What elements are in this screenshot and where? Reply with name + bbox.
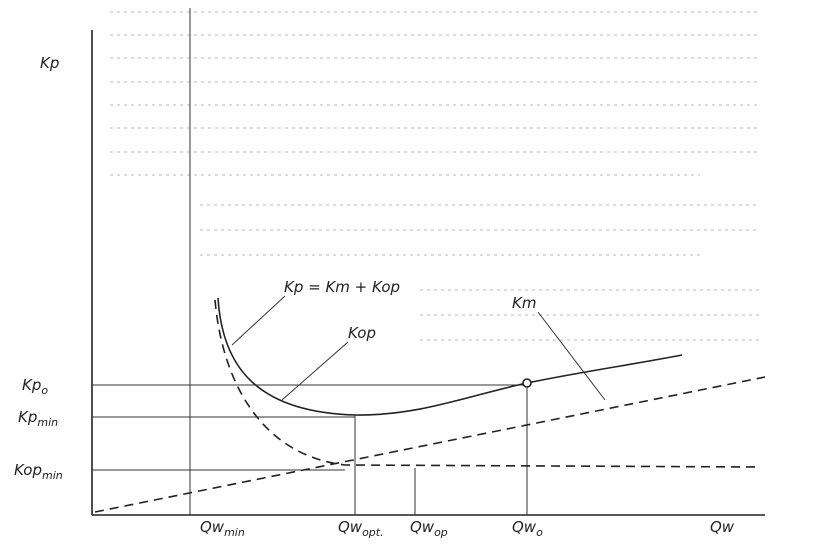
- leader-line: [231, 295, 286, 346]
- leader-line: [537, 311, 606, 401]
- kp-curve: [217, 297, 683, 416]
- x-axis-label: Qw: [710, 518, 735, 536]
- km-line: [94, 376, 766, 513]
- y-mark-label: Kpmin: [18, 408, 58, 429]
- curve-label: Km: [512, 294, 536, 312]
- y-mark-label: Kpo: [22, 376, 48, 397]
- x-mark-label: Qwopt.: [338, 518, 384, 539]
- bleed-through-text: [110, 11, 760, 341]
- curve-label: Kp = Km + Kop: [284, 278, 400, 296]
- x-mark-label: Qwmin: [200, 518, 245, 539]
- point: [522, 378, 532, 388]
- x-mark-label: Qwo: [512, 518, 543, 539]
- leader-line: [281, 341, 349, 401]
- y-axis-label: Kp: [40, 54, 59, 72]
- curve-label: Kop: [348, 324, 376, 342]
- y-mark-label: Kopmin: [14, 461, 63, 482]
- kop-curve: [214, 299, 761, 468]
- x-mark-label: Qwop: [410, 518, 448, 539]
